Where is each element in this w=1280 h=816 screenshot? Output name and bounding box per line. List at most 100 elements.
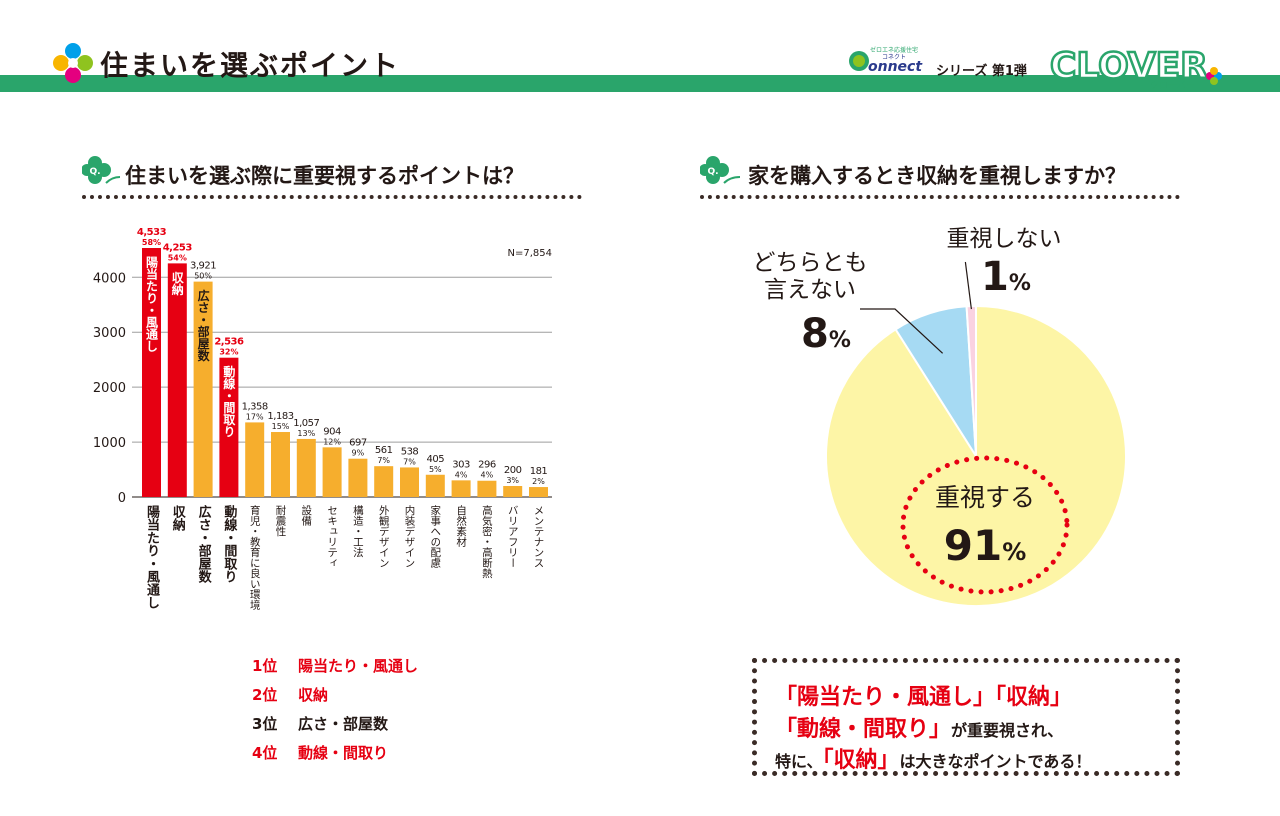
x-tick-label: 育児・教育に良い環境 [249, 504, 261, 611]
rank-number: 4位 [252, 744, 278, 762]
bar-percent-label: 13% [297, 429, 315, 438]
q2-title: 家を購入するとき収納を重視しますか？ [748, 164, 1126, 188]
pie-percent-label: 1% [981, 254, 1031, 300]
highlight-ring [900, 455, 1070, 595]
bar-value-label: 181 [530, 466, 548, 477]
bar-percent-label: 2% [532, 477, 545, 486]
x-tick-label: 高気密・高断熱 [481, 504, 493, 578]
bar [219, 357, 239, 497]
connect-kana: コネクト [882, 54, 906, 61]
y-tick-label: 2000 [93, 381, 126, 396]
bar-value-label: 697 [349, 438, 367, 449]
x-tick-label: 収納 [170, 505, 186, 532]
bar [245, 422, 265, 497]
pie-slice-label: どちらとも [753, 250, 868, 276]
x-tick-label: セキュリティ [326, 505, 338, 568]
bar [142, 248, 161, 497]
x-tick-label: メンテナンス [533, 505, 545, 568]
bar-value-label: 538 [401, 446, 419, 457]
connect-wordmark: onnect [868, 59, 923, 74]
bar [503, 486, 523, 497]
bar-value-label: 4,253 [163, 242, 193, 253]
q1-badge: Q. [89, 167, 100, 177]
pie-slice-label: 重視する [935, 483, 1035, 512]
brand-kana: クローバー [1150, 80, 1195, 91]
summary-highlight: 「収納」 [822, 748, 900, 773]
x-tick-label: 陽当たり・風通し [144, 504, 160, 609]
bar-percent-label: 50% [194, 272, 212, 281]
bar-percent-label: 54% [168, 253, 187, 262]
bar [451, 480, 471, 497]
y-tick-label: 4000 [93, 271, 126, 286]
pie-slice-label: 重視しない [947, 226, 1062, 252]
x-tick-label: 家事への配慮 [429, 504, 441, 569]
bar [193, 281, 213, 497]
bar-value-label: 405 [427, 454, 445, 465]
pie-percent-label: 91% [944, 521, 1027, 570]
rank-label: 収納 [298, 686, 329, 704]
q2-divider [700, 195, 1180, 199]
bar-value-label: 2,536 [214, 337, 244, 348]
x-tick-label: 動線・間取り [221, 504, 237, 583]
page-title: 住まいを選ぶポイント [100, 49, 401, 82]
bar-percent-label: 15% [272, 422, 290, 431]
rank-label: 陽当たり・風通し [298, 657, 419, 675]
summary-highlight: 「動線・間取り」 [775, 717, 952, 742]
bar-value-label: 296 [478, 460, 496, 471]
bar [400, 467, 419, 497]
bar-percent-label: 4% [481, 471, 494, 480]
leader-line [860, 308, 944, 354]
bar-percent-label: 12% [323, 437, 341, 446]
x-tick-label: 内装デザイン [404, 504, 416, 568]
x-tick-label: バリアフリー [507, 505, 519, 568]
rank-label: 広さ・部屋数 [298, 715, 389, 733]
bar-percent-label: 7% [403, 457, 416, 466]
summary-text: 特に、 [775, 752, 823, 771]
summary-box: 「陽当たり・風通し」「収納」 「動線・間取り」が重要視され、 特に、「収納」は大… [752, 658, 1180, 776]
bar [296, 438, 316, 497]
connect-logo: ゼロエネ応援住宅 コネクト onnect [849, 46, 923, 74]
bar-value-label: 4,533 [137, 227, 167, 238]
q-badge-icon: Q. [82, 156, 121, 184]
summary-line-2: 「動線・間取り」が重要視され、 [775, 711, 1063, 743]
bar-value-label: 1,057 [293, 418, 319, 429]
x-tick-label: 自然素材 [455, 504, 467, 547]
bar-value-label: 3,921 [190, 261, 216, 272]
summary-line-3: 特に、「収納」は大きなポイントである！ [775, 742, 1091, 774]
connect-tagline: ゼロエネ応援住宅 [870, 46, 918, 54]
bar-inner-label: 陽当たり・風通し [145, 256, 159, 352]
x-tick-label: 構造・工法 [352, 504, 364, 558]
pie-slice-label: 言えない [764, 277, 856, 303]
q1-title: 住まいを選ぶ際に重要視するポイントは？ [125, 164, 524, 188]
pie-percent-label: 8% [801, 311, 851, 357]
bar-percent-label: 3% [506, 476, 519, 485]
bar-percent-label: 32% [219, 348, 238, 357]
q2-badge: Q. [707, 167, 718, 177]
summary-text: は大きなポイントである！ [899, 752, 1092, 771]
q-badge-icon: Q. [700, 156, 741, 184]
bar-percent-label: 5% [429, 465, 442, 474]
bar [477, 480, 497, 497]
bar-inner-label: 収納 [170, 271, 184, 296]
bar [322, 447, 342, 497]
bar-value-label: 200 [504, 465, 522, 476]
rank-number: 2位 [252, 686, 278, 704]
ranking-list: 1位 陽当たり・風通し 2位 収納 3位 広さ・部屋数 4位 動線・間取り [252, 652, 418, 768]
bar-inner-label: 動線・間取り [222, 364, 236, 437]
bar-value-label: 1,358 [242, 401, 268, 412]
rank-number: 1位 [252, 657, 278, 675]
summary-text: が重要視され、 [951, 721, 1064, 740]
q1-divider [82, 195, 582, 199]
series-label: シリーズ 第1弾 [936, 64, 1027, 79]
bar-value-label: 904 [323, 426, 341, 437]
y-tick-label: 3000 [93, 326, 126, 341]
clover-icon [53, 43, 93, 83]
x-tick-label: 設備 [300, 504, 312, 527]
rank-row: 3位 広さ・部屋数 [252, 710, 418, 739]
x-tick-label: 外観デザイン [378, 505, 390, 568]
bar-percent-label: 9% [352, 449, 365, 458]
rank-row: 1位 陽当たり・風通し [252, 652, 418, 681]
rank-row: 2位 収納 [252, 681, 418, 710]
bar [167, 263, 187, 497]
